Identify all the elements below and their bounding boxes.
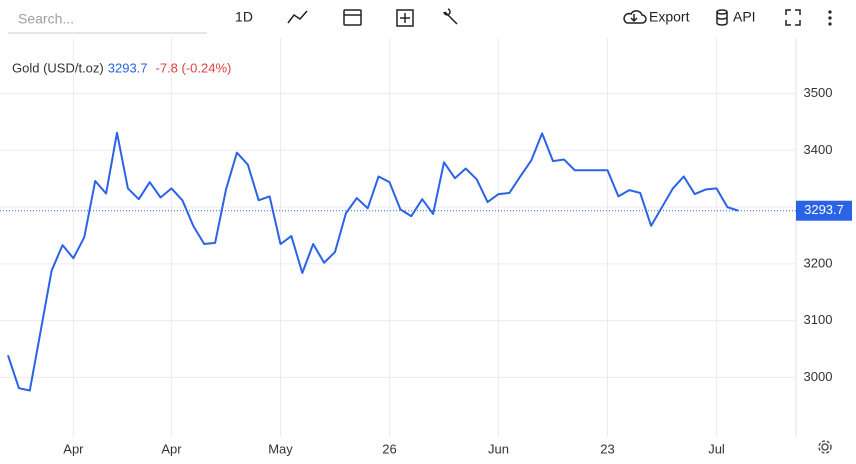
fullscreen-button[interactable] xyxy=(785,9,801,26)
y-tick-label: 3500 xyxy=(804,85,833,100)
y-tick-label: 3000 xyxy=(804,369,833,384)
y-tick-label: 3100 xyxy=(804,312,833,327)
x-tick-label: Jul xyxy=(708,441,725,456)
x-tick-label: Apr xyxy=(63,441,84,456)
legend-name: Gold (USD/t.oz) xyxy=(12,60,104,75)
menu-button[interactable] xyxy=(828,10,832,26)
export-icon[interactable] xyxy=(623,10,647,24)
y-tick-label: 3400 xyxy=(804,142,833,157)
toolbar-icons xyxy=(287,8,801,27)
interval-button[interactable]: 1D xyxy=(235,9,253,25)
x-tick-label: 23 xyxy=(600,441,614,456)
last-value-label: 3293.7 xyxy=(804,202,844,217)
export-button[interactable]: Export xyxy=(649,9,690,25)
x-tick-label: Apr xyxy=(161,441,182,456)
y-tick-label: 3200 xyxy=(804,255,833,270)
api-icon[interactable] xyxy=(716,12,728,26)
legend-change: -7.8 (-0.24%) xyxy=(156,60,232,75)
grid xyxy=(0,38,796,437)
last-value-tag xyxy=(796,200,852,221)
calendar-button[interactable] xyxy=(343,9,362,26)
x-tick-label: May xyxy=(268,441,293,456)
x-tick-label: 26 xyxy=(382,441,396,456)
price-line xyxy=(7,131,739,392)
add-indicator-button[interactable] xyxy=(396,9,414,27)
x-tick-label: Jun xyxy=(488,441,509,456)
settings-tool-button[interactable] xyxy=(443,8,458,25)
search-input[interactable]: Search... xyxy=(18,11,74,27)
api-button[interactable]: API xyxy=(733,9,756,25)
settings-button[interactable] xyxy=(818,440,832,454)
legend-value: 3293.7 xyxy=(108,60,148,75)
chart-type-button[interactable] xyxy=(287,10,308,24)
